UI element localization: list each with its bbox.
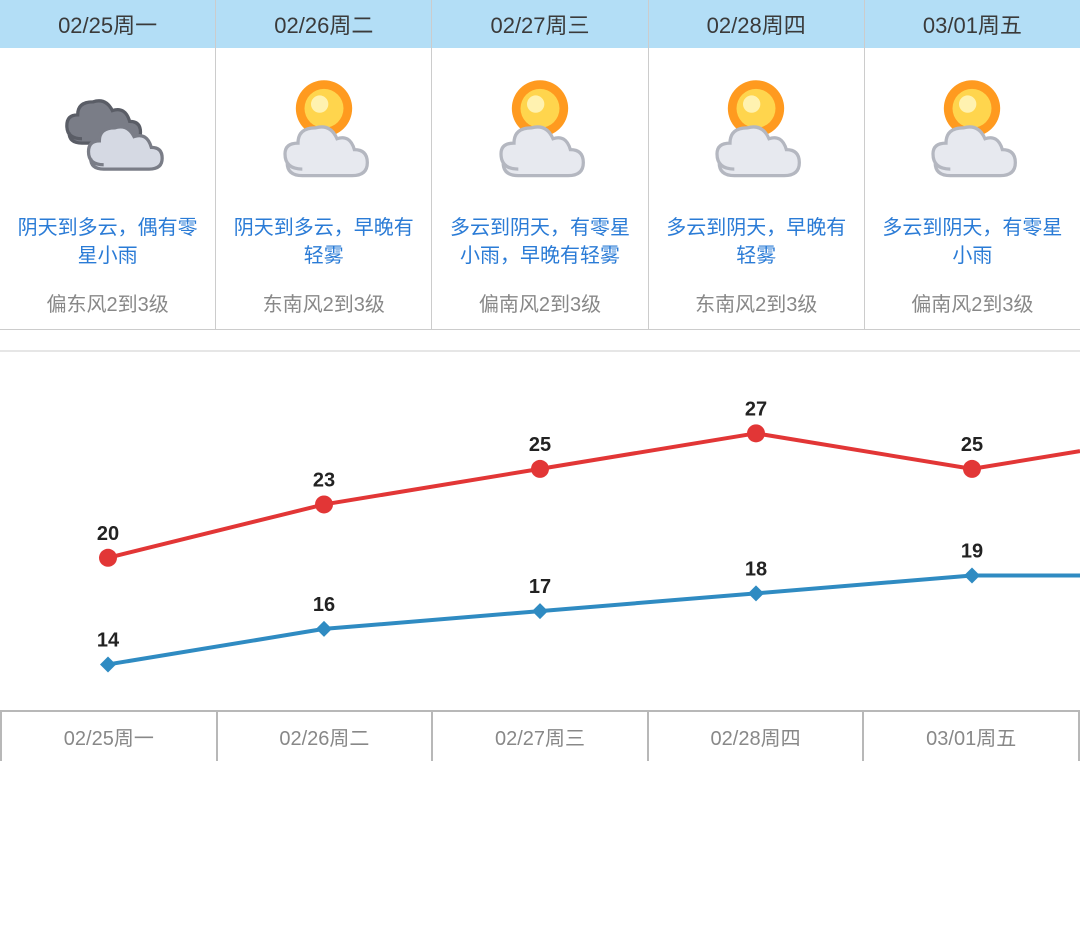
weather-description: 多云到阴天，早晚有轻雾 — [649, 198, 864, 288]
date-header: 03/01周五 — [865, 0, 1080, 48]
svg-text:18: 18 — [745, 558, 767, 580]
weather-description: 阴天到多云，偶有零星小雨 — [0, 198, 215, 288]
x-axis-label: 02/27周三 — [433, 710, 649, 761]
chart-x-axis: 02/25周一02/26周二02/27周三02/28周四03/01周五 — [0, 710, 1080, 761]
day-column: 02/26周二阴天到多云，早晚有轻雾东南风2到3级 — [216, 0, 432, 329]
day-column: 02/25周一阴天到多云，偶有零星小雨偏东风2到3级 — [0, 0, 216, 329]
date-header: 02/27周三 — [432, 0, 647, 48]
date-header: 02/28周四 — [649, 0, 864, 48]
wind-text: 偏南风2到3级 — [911, 288, 1033, 329]
temperature-chart: 20 23 25 27 25 14 16 17 18 19 02/25周一02/26周二02/27… — [0, 350, 1080, 770]
partly-cloudy-icon — [691, 48, 821, 198]
date-header: 02/25周一 — [0, 0, 215, 48]
date-header: 02/26周二 — [216, 0, 431, 48]
weather-description: 阴天到多云，早晚有轻雾 — [216, 198, 431, 288]
partly-cloudy-icon — [907, 48, 1037, 198]
svg-text:17: 17 — [529, 576, 551, 598]
day-column: 03/01周五多云到阴天，有零星小雨偏南风2到3级 — [865, 0, 1080, 329]
weather-description: 多云到阴天，有零星小雨 — [865, 198, 1080, 288]
weather-description: 多云到阴天，有零星小雨，早晚有轻雾 — [432, 198, 647, 288]
cloudy-icon — [43, 48, 173, 198]
x-axis-label: 03/01周五 — [864, 710, 1080, 761]
day-column: 02/27周三多云到阴天，有零星小雨，早晚有轻雾偏南风2到3级 — [432, 0, 648, 329]
wind-text: 偏东风2到3级 — [46, 288, 168, 329]
partly-cloudy-icon — [259, 48, 389, 198]
svg-text:14: 14 — [97, 629, 120, 651]
x-axis-label: 02/26周二 — [218, 710, 434, 761]
svg-text:25: 25 — [529, 434, 551, 456]
wind-text: 东南风2到3级 — [695, 288, 817, 329]
svg-text:27: 27 — [745, 398, 767, 420]
wind-text: 偏南风2到3级 — [479, 288, 601, 329]
x-axis-label: 02/25周一 — [0, 710, 218, 761]
forecast-row: 02/25周一阴天到多云，偶有零星小雨偏东风2到3级02/26周二阴天到多云，早… — [0, 0, 1080, 330]
partly-cloudy-icon — [475, 48, 605, 198]
x-axis-label: 02/28周四 — [649, 710, 865, 761]
svg-text:19: 19 — [961, 541, 983, 563]
svg-text:20: 20 — [97, 523, 119, 545]
svg-text:23: 23 — [313, 469, 335, 491]
wind-text: 东南风2到3级 — [263, 288, 385, 329]
svg-text:16: 16 — [313, 594, 335, 616]
day-column: 02/28周四多云到阴天，早晚有轻雾东南风2到3级 — [649, 0, 865, 329]
svg-text:25: 25 — [961, 434, 983, 456]
